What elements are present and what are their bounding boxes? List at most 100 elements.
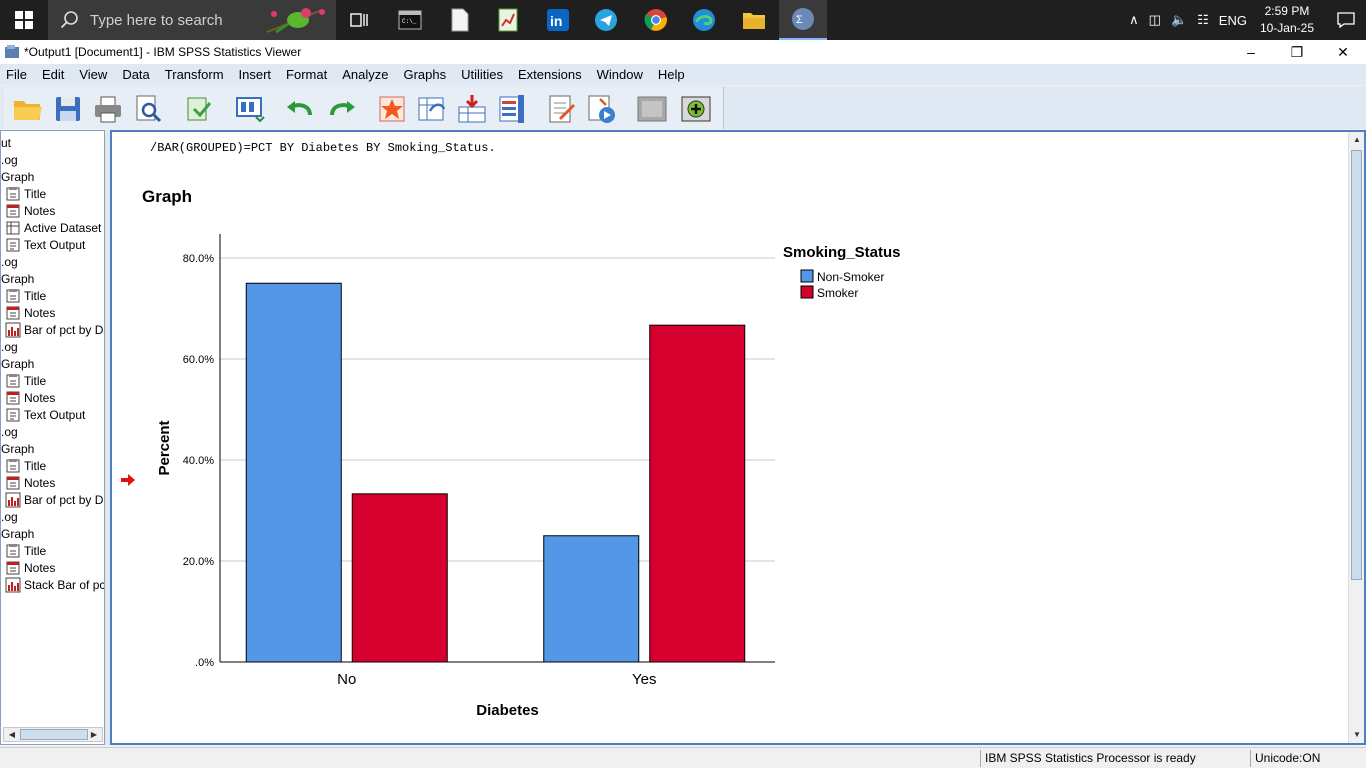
file-explorer-app-icon[interactable] [730, 0, 778, 40]
outline-item[interactable]: Graph [1, 440, 34, 457]
outline-item[interactable]: Title [5, 185, 46, 202]
outline-item[interactable]: Title [5, 542, 46, 559]
outline-item[interactable]: Notes [5, 559, 55, 576]
task-view-icon[interactable] [336, 0, 384, 40]
print-preview-icon[interactable] [132, 93, 164, 125]
outline-item[interactable]: Bar of pct by D [5, 491, 103, 508]
goto-case-icon[interactable] [376, 93, 408, 125]
menu-file[interactable]: File [6, 67, 27, 82]
outline-item[interactable]: Title [5, 372, 46, 389]
file-app-icon[interactable] [436, 0, 484, 40]
menu-graphs[interactable]: Graphs [403, 67, 447, 82]
menu-utilities[interactable]: Utilities [461, 67, 504, 82]
pane-splitter[interactable] [105, 130, 110, 745]
designate-window-icon[interactable] [636, 93, 668, 125]
menu-extensions[interactable]: Extensions [518, 67, 582, 82]
volume-icon[interactable]: 🔈 [1170, 12, 1188, 27]
menu-window[interactable]: Window [596, 67, 643, 82]
outline-item[interactable]: Stack Bar of pc [5, 576, 104, 593]
outline-item[interactable]: Graph [1, 270, 34, 287]
menu-view[interactable]: View [79, 67, 108, 82]
outline-item[interactable]: Text Output [5, 406, 85, 423]
outline-item[interactable]: Notes [5, 304, 55, 321]
menu-help[interactable]: Help [657, 67, 685, 82]
menu-edit[interactable]: Edit [41, 67, 65, 82]
outline-item[interactable]: Bar of pct by D [5, 321, 103, 338]
open-folder-icon[interactable] [12, 93, 44, 125]
spss-app-icon[interactable]: Σ [779, 0, 827, 40]
scroll-up-icon[interactable]: ▲ [1353, 135, 1361, 144]
menu-insert[interactable]: Insert [238, 67, 272, 82]
scroll-thumb[interactable] [1351, 150, 1362, 580]
x-axis-title: Diabetes [476, 702, 539, 719]
outline-item-label: .og [1, 424, 18, 439]
scroll-left-icon[interactable]: ◀ [8, 730, 16, 739]
telegram-app-icon[interactable] [582, 0, 630, 40]
maximize-button[interactable]: ❐ [1290, 43, 1304, 60]
edge-app-icon[interactable] [680, 0, 728, 40]
menu-data[interactable]: Data [122, 67, 150, 82]
svg-text:in: in [550, 13, 562, 29]
menu-analyze[interactable]: Analyze [342, 67, 389, 82]
svg-text:C:\_: C:\_ [402, 18, 417, 25]
outline-item[interactable]: .og [1, 151, 18, 168]
status-bar: IBM SPSS Statistics Processor is ready U… [0, 747, 1366, 768]
edit-text-icon[interactable] [546, 93, 578, 125]
goto-variable-icon[interactable] [416, 93, 448, 125]
outline-item[interactable]: Active Dataset [5, 219, 101, 236]
outline-item[interactable]: Notes [5, 389, 55, 406]
scroll-down-icon[interactable]: ▼ [1353, 730, 1361, 739]
save-icon[interactable] [52, 93, 84, 125]
close-button[interactable]: ✕ [1337, 43, 1349, 60]
menu-format[interactable]: Format [286, 67, 328, 82]
language-indicator[interactable]: ENG [1218, 12, 1247, 28]
dataset-icon [6, 221, 20, 234]
insert-output-icon[interactable] [456, 93, 488, 125]
linkedin-app-icon[interactable]: in [534, 0, 582, 40]
x-tick-label: Yes [632, 671, 656, 688]
add-window-icon[interactable] [680, 93, 712, 125]
variables-icon[interactable] [496, 93, 528, 125]
notification-icon[interactable] [1326, 0, 1366, 40]
outline-item[interactable]: Graph [1, 168, 34, 185]
outline-item[interactable]: Graph [1, 525, 34, 542]
export-icon[interactable] [182, 93, 214, 125]
outline-horizontal-scrollbar[interactable]: ◀ ▶ [3, 727, 103, 742]
outline-item[interactable]: ut [1, 134, 11, 151]
scroll-right-icon[interactable]: ▶ [90, 730, 98, 739]
undo-icon[interactable] [284, 93, 316, 125]
outline-item[interactable]: Notes [5, 202, 55, 219]
outline-item[interactable]: Notes [5, 474, 55, 491]
content-vertical-scrollbar[interactable]: ▲ ▼ [1348, 132, 1364, 743]
outline-item[interactable]: Title [5, 287, 46, 304]
outline-item[interactable]: Graph [1, 355, 34, 372]
outline-item[interactable]: Text Output [5, 236, 85, 253]
outline-item-label: Title [24, 373, 47, 388]
outline-item[interactable]: .og [1, 338, 18, 355]
toolbar-group [4, 87, 724, 129]
windows-icon [15, 11, 33, 29]
menu-transform[interactable]: Transform [164, 67, 224, 82]
outline-item[interactable]: .og [1, 423, 18, 440]
taskbar-search[interactable]: Type here to search [48, 0, 336, 40]
outline-item[interactable]: .og [1, 508, 18, 525]
print-icon[interactable] [92, 93, 124, 125]
redo-icon[interactable] [326, 93, 358, 125]
spreadsheet-app-icon[interactable] [484, 0, 532, 40]
title-icon [6, 543, 20, 557]
run-script-icon[interactable] [586, 93, 618, 125]
start-button[interactable] [0, 0, 48, 40]
minimize-button[interactable]: – [1247, 44, 1255, 60]
outline-item[interactable]: .og [1, 253, 18, 270]
notes-icon [6, 306, 20, 319]
recall-dialog-icon[interactable] [234, 93, 266, 125]
bar-chart[interactable]: .0% 20.0% 40.0% 60.0% 80.0% No Yes Diabetes Perc… [112, 222, 952, 742]
terminal-app-icon[interactable]: C:\_ [386, 0, 434, 40]
wifi-icon[interactable]: ☷ [1197, 12, 1209, 27]
outline-item[interactable]: Title [5, 457, 46, 474]
chevron-up-icon[interactable]: ∧ [1129, 12, 1139, 27]
scroll-thumb[interactable] [20, 729, 88, 740]
chrome-app-icon[interactable] [632, 0, 680, 40]
network-icon[interactable]: ◫ [1148, 12, 1161, 27]
clock[interactable]: 2:59 PM 10-Jan-25 [1260, 3, 1314, 37]
